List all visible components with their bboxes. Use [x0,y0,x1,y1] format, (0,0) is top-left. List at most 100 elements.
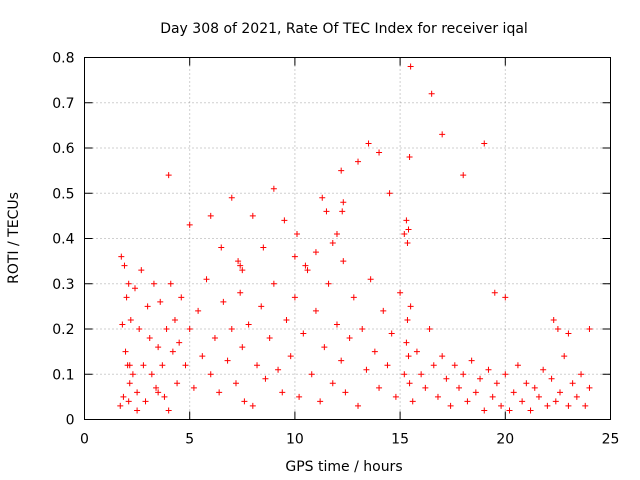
data-point [302,262,309,269]
data-point [472,389,479,396]
data-point [126,380,133,387]
data-point [122,348,129,355]
data-point [573,393,580,400]
data-point [216,389,223,396]
data-point [548,375,555,382]
data-point [262,375,269,382]
x-tick-label: 20 [496,432,514,448]
data-point [371,348,378,355]
data-point [249,212,256,219]
data-point [281,217,288,224]
data-point [241,398,248,405]
data-point [121,262,128,269]
data-point [237,289,244,296]
data-point [406,154,413,161]
data-point [294,230,301,237]
data-point [329,380,336,387]
data-point [363,366,370,373]
data-point [165,172,172,179]
data-point [148,371,155,378]
data-point [245,321,252,328]
data-point [319,194,326,201]
y-tick-label: 0.7 [52,96,74,112]
data-point [340,199,347,206]
data-point [270,280,277,287]
data-point [519,398,526,405]
data-point [401,230,408,237]
data-point [350,294,357,301]
data-point [535,393,542,400]
data-point [123,294,130,301]
data-point [304,267,311,274]
data-point [460,371,467,378]
data-point [329,240,336,247]
data-point [426,326,433,332]
data-point [283,316,290,323]
data-point [142,398,149,405]
data-point [239,267,246,274]
data-point [117,402,124,409]
data-point [339,208,346,215]
data-point [287,353,294,360]
data-point [428,90,435,97]
data-point [456,384,463,391]
data-point [403,339,410,346]
data-point [561,353,568,360]
data-point [134,407,141,414]
data-point [489,393,496,400]
data-point [392,393,399,400]
data-point [220,298,227,305]
y-tick-label: 0.6 [52,141,74,157]
data-point [468,357,475,364]
data-point [235,258,242,265]
data-point [275,366,282,373]
chart-title: Day 308 of 2021, Rate Of TEC Index for r… [160,21,528,37]
data-point [430,362,437,369]
data-point [218,244,225,251]
data-point [439,131,446,138]
data-point [340,258,347,265]
data-point [557,389,564,396]
data-point [578,371,585,378]
data-point [258,303,265,310]
data-point [376,149,383,156]
data-point [300,330,307,337]
data-point [586,384,593,391]
data-point [481,140,488,147]
data-point [376,384,383,391]
data-point [239,344,246,351]
data-point [380,307,387,314]
x-tick-label: 0 [80,432,89,448]
x-tick-label: 5 [185,432,194,448]
data-point [296,393,303,400]
data-point [126,362,133,369]
data-point [498,402,505,409]
data-point [523,380,530,387]
data-point [249,402,256,409]
data-point [167,280,174,287]
data-point [565,402,572,409]
data-point [159,362,166,369]
data-point [342,389,349,396]
data-point [119,321,126,328]
data-point [333,230,340,237]
data-point [138,267,145,274]
data-point [266,335,273,342]
y-tick-label: 0.3 [52,277,74,293]
data-point [540,366,547,373]
data-point [338,167,345,174]
data-point [312,307,319,314]
x-tick-label: 15 [391,432,409,448]
data-point [514,362,521,369]
data-point [146,335,153,342]
data-point [232,380,239,387]
data-point [422,384,429,391]
data-point [228,194,235,201]
data-point [550,316,557,323]
data-point [405,353,412,360]
data-point [224,357,231,364]
data-point [125,398,132,405]
data-point [439,353,446,360]
data-point [190,384,197,391]
data-point [199,353,206,360]
